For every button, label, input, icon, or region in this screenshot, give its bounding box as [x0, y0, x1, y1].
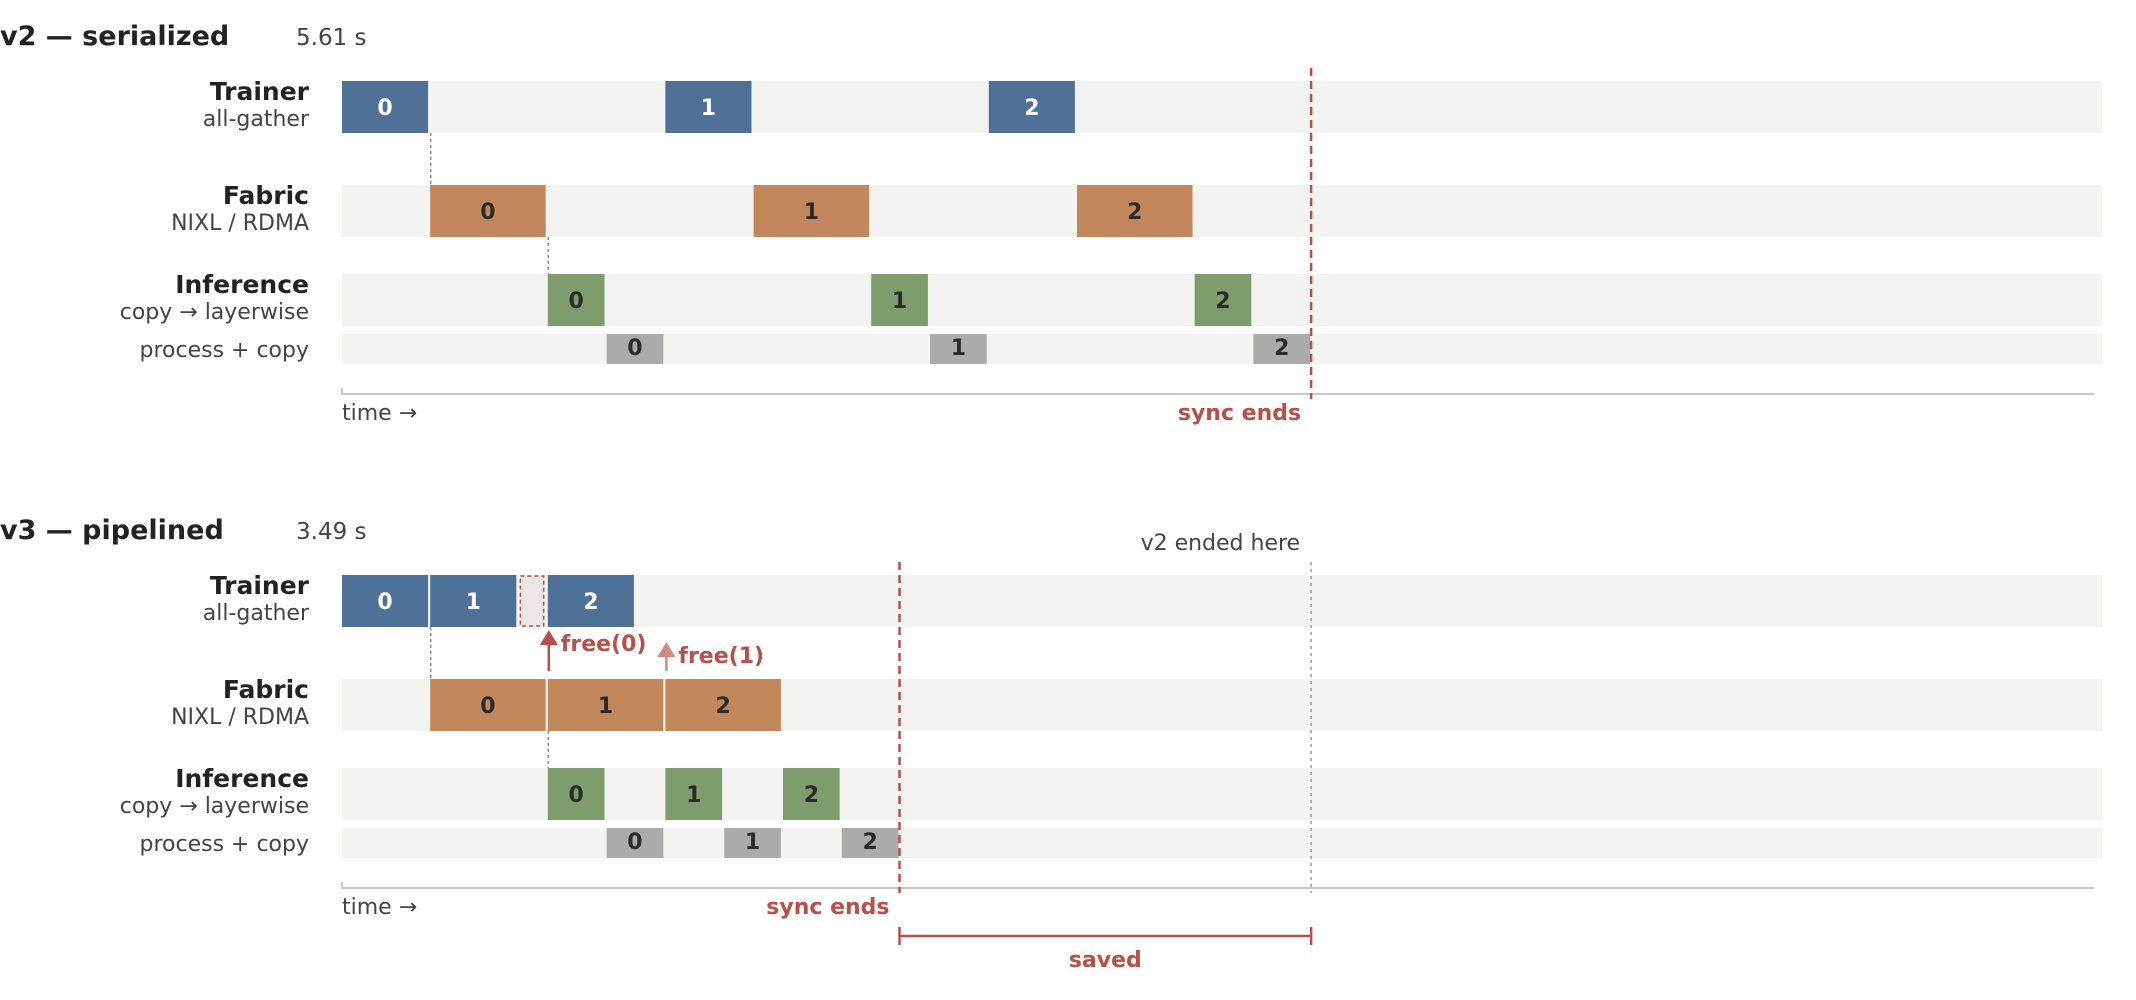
process-bar-0	[606, 334, 664, 364]
fabric-bar-1	[547, 679, 664, 731]
trainer-bar-0	[342, 575, 429, 627]
process-bar-2	[841, 828, 899, 858]
trainer-bar-label: 2	[1024, 96, 1039, 121]
inference-bar-label: 1	[686, 783, 701, 808]
panel-title: v2 — serialized	[0, 21, 229, 52]
process-bar-1	[930, 334, 987, 364]
lane-label-inference: Inference	[175, 270, 309, 299]
lane-label-fabric: Fabric	[223, 675, 309, 704]
lane-track-process	[342, 334, 2102, 364]
lane-track-trainer	[342, 575, 2102, 627]
inference-bar-0	[547, 768, 605, 820]
fabric-bar-0	[430, 185, 546, 237]
trainer-bar-1	[430, 575, 517, 627]
process-bar-label: 2	[862, 830, 877, 855]
trainer-bar-0	[342, 81, 429, 133]
process-bar-0	[606, 828, 664, 858]
fabric-bar-label: 1	[804, 200, 819, 225]
panel-duration: 3.49 s	[296, 519, 367, 545]
fabric-bar-0	[430, 679, 546, 731]
process-bar-1	[724, 828, 781, 858]
lane-track-trainer	[342, 81, 2102, 133]
v2-end-label: v2 ended here	[1141, 531, 1301, 556]
process-bar-2	[1253, 334, 1311, 364]
lane-sublabel-trainer: all-gather	[203, 601, 310, 626]
fabric-bar-label: 0	[480, 694, 495, 719]
lane-label-fabric: Fabric	[223, 181, 309, 210]
lane-sublabel-inference: copy → layerwise	[120, 794, 309, 819]
fabric-bar-2	[1077, 185, 1193, 237]
time-axis-label: time →	[342, 401, 417, 426]
lane-label-process: process + copy	[139, 338, 309, 363]
free-label: free(0)	[561, 632, 647, 657]
lane-sublabel-fabric: NIXL / RDMA	[171, 705, 309, 730]
fabric-bar-label: 0	[480, 200, 495, 225]
inference-bar-label: 0	[568, 289, 583, 314]
inference-bar-label: 1	[892, 289, 907, 314]
lane-sublabel-inference: copy → layerwise	[120, 300, 309, 325]
lane-track-fabric	[342, 185, 2102, 237]
lane-label-inference: Inference	[175, 764, 309, 793]
trainer-bar-2	[547, 575, 634, 627]
trainer-bar-2	[988, 81, 1075, 133]
inference-bar-0	[547, 274, 605, 326]
panel-v2-serialized: v2 — serialized 5.61 s Trainerall-gather…	[0, 21, 2102, 426]
lane-sublabel-fabric: NIXL / RDMA	[171, 211, 309, 236]
lane-label-process: process + copy	[139, 832, 309, 857]
sync-end-label: sync ends	[766, 895, 889, 920]
fabric-bar-label: 1	[598, 694, 613, 719]
inference-bar-2	[1194, 274, 1252, 326]
lane-label-trainer: Trainer	[210, 77, 310, 106]
sync-end-label: sync ends	[1178, 401, 1301, 426]
process-bar-label: 0	[627, 336, 642, 361]
time-axis-label: time →	[342, 895, 417, 920]
fabric-bar-1	[753, 185, 870, 237]
free-arrow-head-icon	[539, 630, 558, 645]
inference-bar-label: 2	[804, 783, 819, 808]
process-bar-label: 1	[951, 336, 966, 361]
fabric-bar-label: 2	[1127, 200, 1142, 225]
process-bar-label: 1	[745, 830, 760, 855]
trainer-bar-label: 0	[377, 96, 392, 121]
trainer-bar-label: 1	[701, 96, 716, 121]
fabric-bar-2	[665, 679, 781, 731]
lane-track-process	[342, 828, 2102, 858]
lane-sublabel-trainer: all-gather	[203, 107, 310, 132]
free-label: free(1)	[678, 644, 764, 669]
inference-bar-2	[783, 768, 840, 820]
trainer-wait-placeholder	[519, 575, 545, 627]
inference-bar-1	[871, 274, 928, 326]
trainer-bar-label: 2	[583, 590, 598, 615]
panel-duration: 5.61 s	[296, 25, 367, 51]
free-arrow-head-icon	[657, 642, 676, 657]
trainer-bar-label: 1	[466, 590, 481, 615]
inference-bar-label: 2	[1215, 289, 1230, 314]
process-bar-label: 2	[1274, 336, 1289, 361]
trainer-bar-label: 0	[377, 590, 392, 615]
process-bar-label: 0	[627, 830, 642, 855]
inference-bar-1	[665, 768, 723, 820]
lane-label-trainer: Trainer	[210, 571, 310, 600]
inference-bar-label: 0	[568, 783, 583, 808]
trainer-bar-1	[665, 81, 752, 133]
panel-title: v3 — pipelined	[0, 515, 224, 546]
lane-track-inference	[342, 768, 2102, 820]
saved-label: saved	[1069, 948, 1142, 973]
fabric-bar-label: 2	[715, 694, 730, 719]
